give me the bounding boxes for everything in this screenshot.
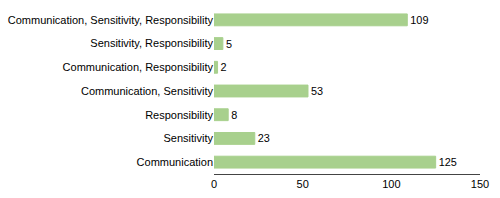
svg-text:Responsibility: Responsibility: [145, 109, 213, 121]
svg-text:Communication, Sensitivity: Communication, Sensitivity: [81, 85, 214, 97]
svg-text:Communication: Communication: [137, 156, 213, 168]
svg-text:Sensitivity: Sensitivity: [163, 132, 213, 144]
svg-text:100: 100: [382, 178, 400, 190]
svg-text:109: 109: [410, 14, 428, 26]
svg-text:Communication, Responsibility: Communication, Responsibility: [63, 61, 214, 73]
svg-text:Sensitivity, Responsibility: Sensitivity, Responsibility: [90, 37, 213, 49]
svg-text:2: 2: [221, 61, 227, 73]
svg-text:53: 53: [311, 85, 323, 97]
svg-text:50: 50: [297, 178, 309, 190]
svg-text:5: 5: [226, 38, 232, 50]
svg-text:8: 8: [231, 109, 237, 121]
svg-text:Communication, Sensitivity, Re: Communication, Sensitivity, Responsibili…: [8, 14, 214, 26]
svg-text:150: 150: [471, 178, 489, 190]
svg-text:0: 0: [211, 178, 217, 190]
svg-text:23: 23: [258, 132, 270, 144]
svg-text:125: 125: [439, 156, 457, 168]
